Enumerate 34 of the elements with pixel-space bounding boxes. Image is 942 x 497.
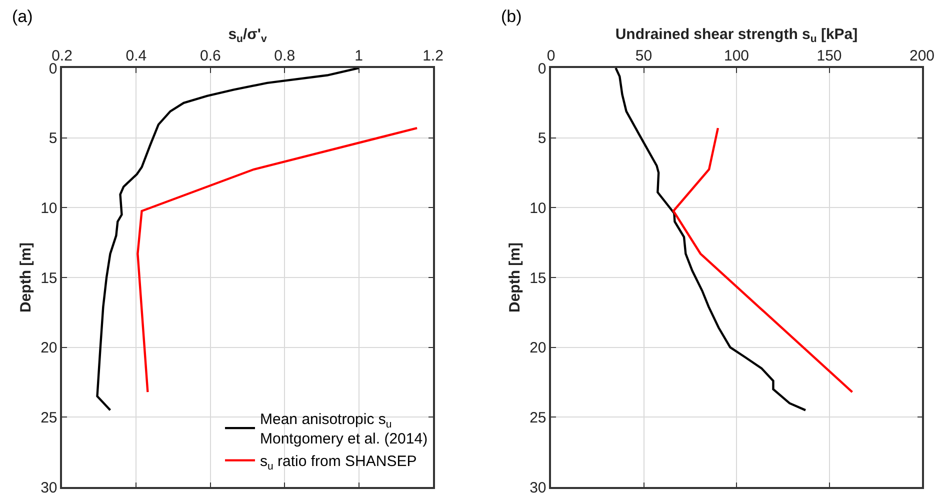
x-axis-title: Undrained shear strength s$_{u}$ [kPa] — [615, 26, 858, 46]
line-series — [96, 68, 360, 412]
x-axis-title: s$_{u}$/σ'$_{v}$ — [228, 26, 267, 46]
x-tick-label: 50 — [635, 47, 652, 64]
legend-label: s$_{u}$ ratio from SHANSEP — [260, 453, 417, 472]
y-tick-label: 5 — [48, 130, 58, 148]
x-tick-label: 100 — [724, 47, 750, 64]
y-tick-label: 25 — [40, 409, 58, 426]
line-series — [614, 68, 807, 412]
x-tick-label: 0.6 — [200, 47, 221, 64]
y-tick-label: 10 — [530, 200, 546, 217]
x-tick-label: 200 — [909, 47, 935, 64]
x-tick-label: 0.8 — [274, 47, 296, 64]
y-tick-label: 5 — [538, 130, 546, 148]
y-tick-label: 30 — [530, 479, 546, 496]
y-tick-label: 15 — [40, 270, 58, 287]
y-axis-title: Depth [m] — [17, 242, 34, 312]
y-axis-title: Depth [m] — [506, 242, 524, 312]
x-tick-label: 0.4 — [126, 47, 147, 64]
legend-label: Mean anisotropic s$_{u}$ Montgomery et al. (2014) — [260, 411, 428, 448]
y-tick-label: 20 — [40, 340, 58, 357]
x-tick-label: 150 — [816, 47, 842, 64]
chart-title: (b) — [501, 7, 522, 26]
y-tick-label: 15 — [530, 270, 546, 287]
y-tick-label: 10 — [40, 200, 58, 217]
y-tick-label: 30 — [40, 479, 58, 496]
chart-title: (a) — [12, 7, 33, 26]
y-tick-label: 0 — [538, 60, 546, 78]
line-series — [672, 126, 854, 394]
y-tick-label: 20 — [530, 340, 546, 357]
x-tick-label: 1.2 — [422, 47, 444, 64]
y-tick-label: 25 — [530, 409, 546, 426]
x-tick-label: 1 — [354, 47, 363, 64]
line-series — [136, 126, 418, 394]
